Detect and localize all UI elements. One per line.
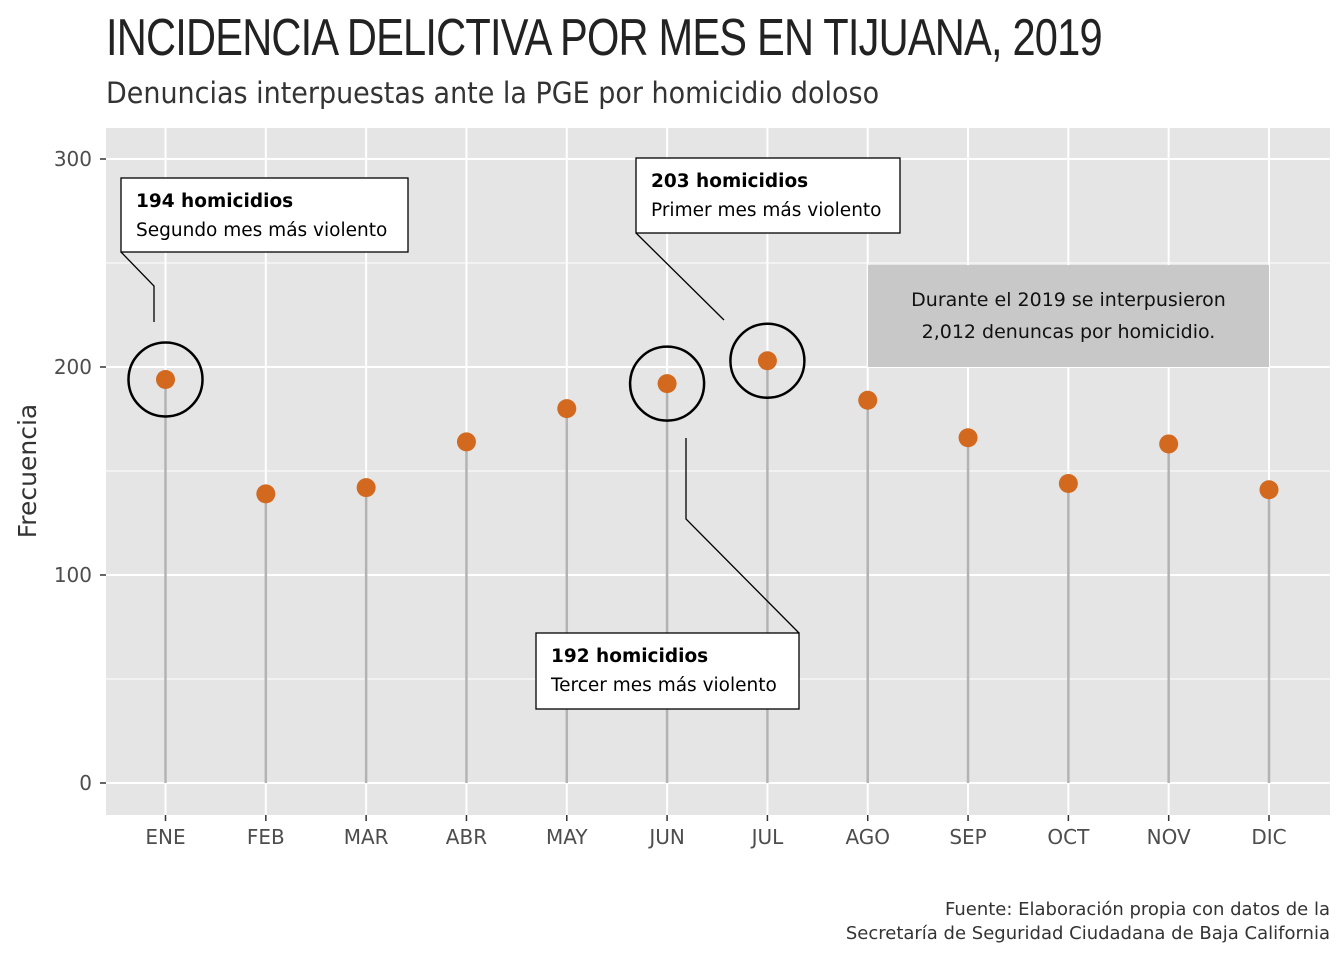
lollipop-point bbox=[156, 369, 175, 389]
annotation-title: 203 homicidios bbox=[651, 171, 808, 192]
x-tick-label: FEB bbox=[247, 825, 285, 849]
annotation-title: 192 homicidios bbox=[551, 646, 708, 667]
x-tick-label: NOV bbox=[1147, 825, 1191, 849]
annotation-box bbox=[535, 632, 800, 710]
y-axis-label: Frecuencia bbox=[13, 404, 42, 539]
chart-title: INCIDENCIA DELICTIVA POR MES EN TIJUANA,… bbox=[106, 9, 1103, 67]
highlight-ring bbox=[127, 341, 204, 418]
lollipop-point bbox=[256, 484, 276, 504]
chart-subtitle: Denuncias interpuestas ante la PGE por h… bbox=[106, 76, 880, 110]
highlight-ring bbox=[729, 322, 806, 400]
lollipop-point bbox=[757, 351, 777, 371]
caption-line-2: Secretaría de Seguridad Ciudadana de Baj… bbox=[845, 923, 1330, 944]
x-tick-label: MAR bbox=[344, 825, 389, 849]
lollipop-point bbox=[557, 399, 577, 419]
annotation-box bbox=[120, 177, 409, 253]
y-tick-label: 300 bbox=[54, 147, 92, 171]
x-tick-label: ABR bbox=[446, 825, 487, 849]
annotation-text: Primer mes más violento bbox=[651, 200, 882, 221]
lollipop-point bbox=[657, 374, 677, 394]
lollipop-point bbox=[858, 390, 878, 410]
annotation-leader-line bbox=[685, 438, 800, 634]
highlight-ring bbox=[628, 345, 706, 422]
y-tick-label: 200 bbox=[54, 355, 92, 379]
x-tick-label: OCT bbox=[1047, 825, 1090, 849]
x-tick-label: DIC bbox=[1251, 825, 1286, 849]
x-tick-label: ENE bbox=[145, 825, 185, 849]
summary-note-line: 2,012 denuncas por homicidio. bbox=[922, 321, 1216, 343]
annotation-leader-line bbox=[120, 251, 155, 322]
summary-note-line: Durante el 2019 se interpusieron bbox=[911, 289, 1226, 311]
lollipop-point bbox=[958, 428, 978, 448]
y-tick-label: 0 bbox=[79, 771, 92, 795]
lollipop-point bbox=[456, 432, 476, 452]
lollipop-point bbox=[356, 478, 376, 498]
lollipop-point bbox=[1159, 434, 1179, 454]
annotation-text: Segundo mes más violento bbox=[136, 220, 387, 241]
source-caption: Fuente: Elaboración propia con datos de … bbox=[846, 898, 1330, 946]
x-tick-label: AGO bbox=[845, 825, 890, 849]
x-tick-label: SEP bbox=[949, 825, 986, 849]
annotation-title: 194 homicidios bbox=[136, 191, 293, 212]
caption-line-1: Fuente: Elaboración propia con datos de … bbox=[944, 899, 1330, 920]
summary-note-box bbox=[868, 265, 1269, 367]
x-tick-label: MAY bbox=[546, 825, 588, 849]
x-tick-label: JUN bbox=[647, 825, 685, 849]
lollipop-point bbox=[1259, 480, 1279, 500]
y-tick-label: 100 bbox=[54, 563, 92, 587]
annotation-leader-line bbox=[635, 232, 725, 321]
annotation-box bbox=[635, 157, 901, 234]
annotation-text: Tercer mes más violento bbox=[550, 675, 777, 696]
lollipop-point bbox=[1058, 473, 1078, 493]
x-tick-label: JUL bbox=[750, 825, 785, 849]
